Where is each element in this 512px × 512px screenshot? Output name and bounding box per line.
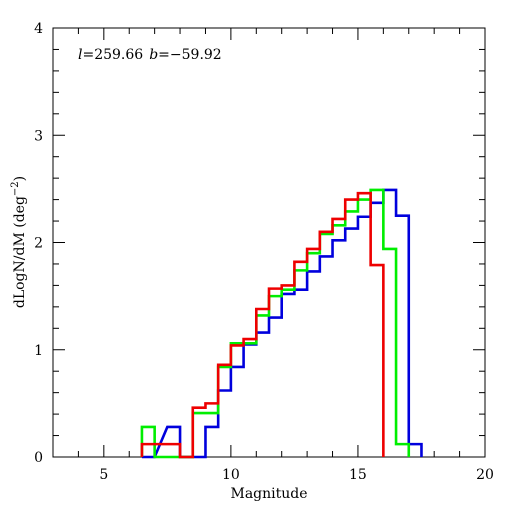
series-layer bbox=[140, 188, 423, 459]
x-tick-label: 15 bbox=[349, 467, 367, 483]
x-tick-label: 20 bbox=[476, 467, 494, 483]
l-symbol: l bbox=[78, 47, 82, 63]
b-value: =−59.92 bbox=[158, 47, 222, 63]
y-axis-title-suffix: ) bbox=[12, 176, 28, 181]
histogram-series-2 bbox=[140, 188, 411, 459]
axis-ticks bbox=[52, 27, 486, 458]
axis-tick-labels: 5 10 15 20 0 1 2 3 4 bbox=[34, 21, 494, 483]
x-tick-label: 5 bbox=[99, 467, 108, 483]
l-value: =259.66 bbox=[82, 47, 143, 63]
y-axis-title-exponent: −2 bbox=[10, 181, 21, 196]
y-tick-label: 3 bbox=[34, 128, 43, 144]
x-axis-title: Magnitude bbox=[230, 486, 307, 502]
b-symbol: b bbox=[149, 47, 158, 63]
y-tick-label: 1 bbox=[34, 343, 43, 359]
y-tick-label: 4 bbox=[34, 21, 43, 37]
y-axis-title-prefix: dLogN/dM (deg bbox=[12, 196, 28, 308]
histogram-series-1 bbox=[141, 188, 423, 459]
y-axis-title: dLogN/dM (deg−2) bbox=[10, 176, 28, 308]
coordinates-annotation: l=259.66 b=−59.92 bbox=[78, 47, 222, 63]
y-tick-label: 2 bbox=[34, 236, 43, 252]
x-tick-label: 10 bbox=[222, 467, 240, 483]
plot-frame bbox=[52, 27, 486, 458]
y-tick-label: 0 bbox=[34, 450, 43, 466]
histogram-series-3 bbox=[140, 191, 385, 459]
